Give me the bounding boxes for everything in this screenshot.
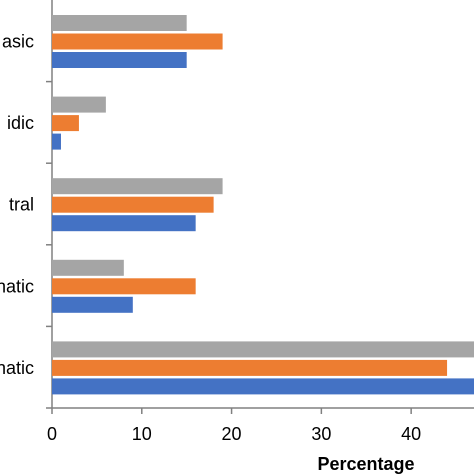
bar-2-0: [52, 178, 223, 195]
category-labels: asic idic tral natic natic: [0, 32, 34, 378]
category-label-4: natic: [0, 358, 34, 378]
category-label-1: idic: [7, 113, 34, 133]
bar-4-1: [52, 359, 448, 376]
category-label-2: tral: [9, 195, 34, 215]
bar-1-1: [52, 115, 79, 132]
bar-4-0: [52, 341, 474, 358]
x-tick-label-3: 30: [311, 424, 331, 444]
x-tick-label-4: 40: [401, 424, 421, 444]
bar-series-group: [52, 15, 474, 395]
bar-0-2: [52, 52, 187, 68]
category-label-3: natic: [0, 276, 34, 296]
category-label-0: asic: [2, 32, 34, 52]
x-tick-label-2: 20: [222, 424, 242, 444]
bar-1-0: [52, 96, 106, 113]
bar-4-2: [52, 378, 474, 395]
bar-2-2: [52, 215, 196, 232]
x-tick-label-1: 10: [132, 424, 152, 444]
axis-ticks: [46, 80, 412, 414]
bar-3-0: [52, 259, 124, 276]
bar-3-1: [52, 278, 196, 295]
bar-1-2: [52, 133, 61, 150]
x-axis-title: Percentage: [317, 454, 414, 474]
x-tick-label-0: 0: [47, 424, 57, 444]
bar-0-1: [52, 33, 223, 50]
x-tick-labels: 0 10 20 30 40: [47, 424, 421, 444]
bar-0-0: [52, 15, 187, 31]
bar-2-1: [52, 196, 214, 213]
bar-3-2: [52, 296, 133, 313]
